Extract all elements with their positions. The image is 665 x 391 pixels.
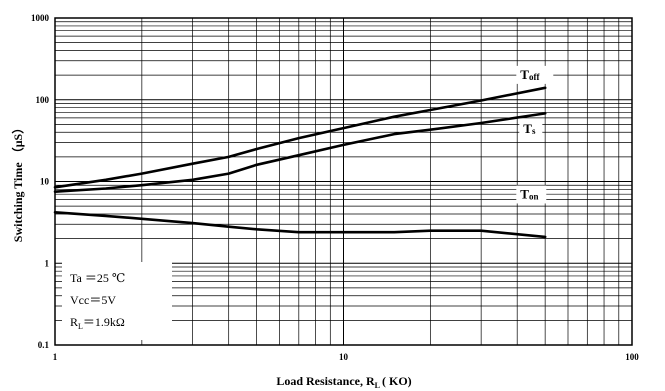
- series-label-ton: Ton: [520, 186, 538, 201]
- condition-rl-value: ＝1.9kΩ: [83, 315, 125, 329]
- series-label-background: [516, 185, 547, 204]
- y-tick-label: 1000: [31, 13, 50, 23]
- series-line-ton: [53, 211, 547, 239]
- x-tick-label: 100: [625, 352, 639, 362]
- y-tick-label: 100: [36, 95, 50, 105]
- x-axis-title-sub: L: [375, 381, 380, 390]
- x-tick-labels: 1 10 100: [53, 352, 640, 362]
- condition-rl: RL＝1.9kΩ: [70, 315, 125, 331]
- plot-border: [54, 17, 633, 346]
- y-axis-title: Switching Time （μS）: [10, 122, 25, 242]
- series-label-ts: Ts: [523, 121, 536, 136]
- series-label-sub: on: [529, 191, 539, 201]
- series-label-main: T: [520, 67, 529, 82]
- series-label-main: T: [520, 186, 529, 201]
- series-label-sub: off: [529, 72, 540, 82]
- series-line-toff: [53, 86, 547, 189]
- series-label-main: T: [523, 121, 532, 136]
- series-lines: [53, 86, 547, 239]
- condition-rl-main: R: [70, 315, 78, 329]
- series-label-sub: s: [532, 126, 536, 136]
- x-tick-label: 10: [339, 352, 349, 362]
- x-axis-title-suffix: ( KO): [382, 374, 412, 388]
- x-axis-title-main: Load Resistance, R: [276, 374, 375, 388]
- condition-vcc: Vcc＝5V: [70, 293, 116, 307]
- condition-rl-sub: L: [78, 322, 83, 331]
- x-tick-label: 1: [53, 352, 58, 362]
- series-label-background: [516, 65, 554, 84]
- series-line-ts: [53, 112, 547, 193]
- conditions-background: [62, 262, 172, 340]
- x-axis-title: Load Resistance, RL( KO): [276, 374, 411, 390]
- y-tick-labels: 0.1 1 10 100 1000: [31, 13, 50, 350]
- series-label-toff: Toff: [520, 67, 540, 82]
- series-label-background: [519, 120, 543, 139]
- y-tick-label: 1: [45, 258, 50, 268]
- y-tick-label: 0.1: [38, 340, 50, 350]
- y-tick-label: 10: [40, 177, 50, 187]
- test-conditions-box: Ta ＝25 ℃ Vcc＝5V RL＝1.9kΩ: [62, 262, 172, 340]
- condition-ta: Ta ＝25 ℃: [70, 271, 125, 285]
